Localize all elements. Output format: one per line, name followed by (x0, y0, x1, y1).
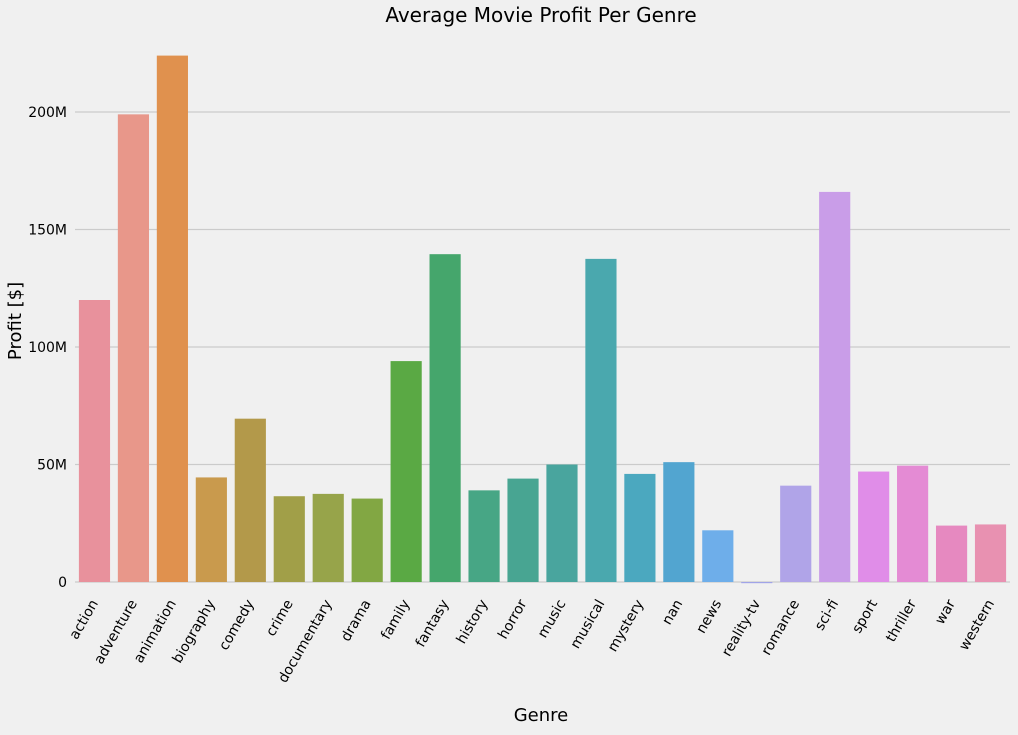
bar-music (546, 464, 578, 582)
x-tick-label: family (378, 597, 413, 642)
x-tick-label: mystery (605, 597, 648, 655)
bar-history (468, 490, 500, 582)
x-tick-label: sport (849, 597, 881, 637)
bar-news (702, 530, 734, 582)
bar-family (390, 361, 422, 582)
bar-crime (273, 496, 305, 582)
x-tick-label: western (956, 597, 998, 653)
bar-fantasy (429, 254, 461, 583)
y-tick-labels: 0 50M 100M 150M 200M (28, 105, 67, 591)
bar-comedy (234, 418, 266, 582)
y-tick-label: 50M (37, 458, 67, 474)
y-tick-label: 200M (28, 105, 67, 121)
y-axis-label: Profit [$] (5, 282, 26, 360)
x-axis-label: Genre (514, 705, 569, 726)
bar-war (935, 525, 968, 582)
bar-drama (351, 498, 383, 582)
x-tick-label: drama (338, 597, 375, 644)
y-tick-label: 0 (58, 575, 67, 591)
chart-title: Average Movie Profit Per Genre (385, 3, 696, 27)
x-tick-label: reality-tv (719, 597, 764, 659)
bar-western (974, 524, 1007, 582)
x-tick-label: nan (659, 597, 686, 628)
x-tick-label: action (67, 597, 102, 642)
bar-sport (858, 471, 890, 582)
bar-thriller (897, 465, 929, 582)
bar-biography (195, 477, 227, 582)
y-tick-label: 150M (28, 223, 67, 239)
bars (78, 55, 1007, 584)
bar-action (78, 300, 111, 582)
x-tick-label: fantasy (413, 597, 453, 650)
bar-sci-fi (819, 191, 851, 582)
bar-musical (585, 258, 617, 582)
bar-nan (663, 462, 695, 582)
gridlines (75, 111, 1010, 583)
bar-reality-tv (741, 582, 773, 584)
x-tick-label: romance (759, 597, 804, 658)
bar-animation (156, 55, 188, 583)
bar-documentary (312, 493, 344, 582)
bar-horror (507, 478, 539, 582)
x-tick-label: news (693, 597, 725, 636)
bar-adventure (117, 114, 150, 582)
x-tick-label: war (932, 597, 959, 628)
bar-romance (780, 485, 812, 582)
y-tick-label: 100M (28, 340, 67, 356)
x-tick-label: thriller (883, 597, 920, 645)
x-tick-label: horror (495, 597, 530, 642)
x-tick-label: music (535, 597, 570, 641)
x-tick-label: sci-fi (812, 597, 842, 633)
x-tick-label: comedy (216, 597, 258, 653)
x-tick-label: history (454, 597, 492, 647)
x-tick-label: musical (568, 597, 609, 652)
bar-mystery (624, 473, 656, 582)
x-tick-label: crime (263, 597, 297, 639)
